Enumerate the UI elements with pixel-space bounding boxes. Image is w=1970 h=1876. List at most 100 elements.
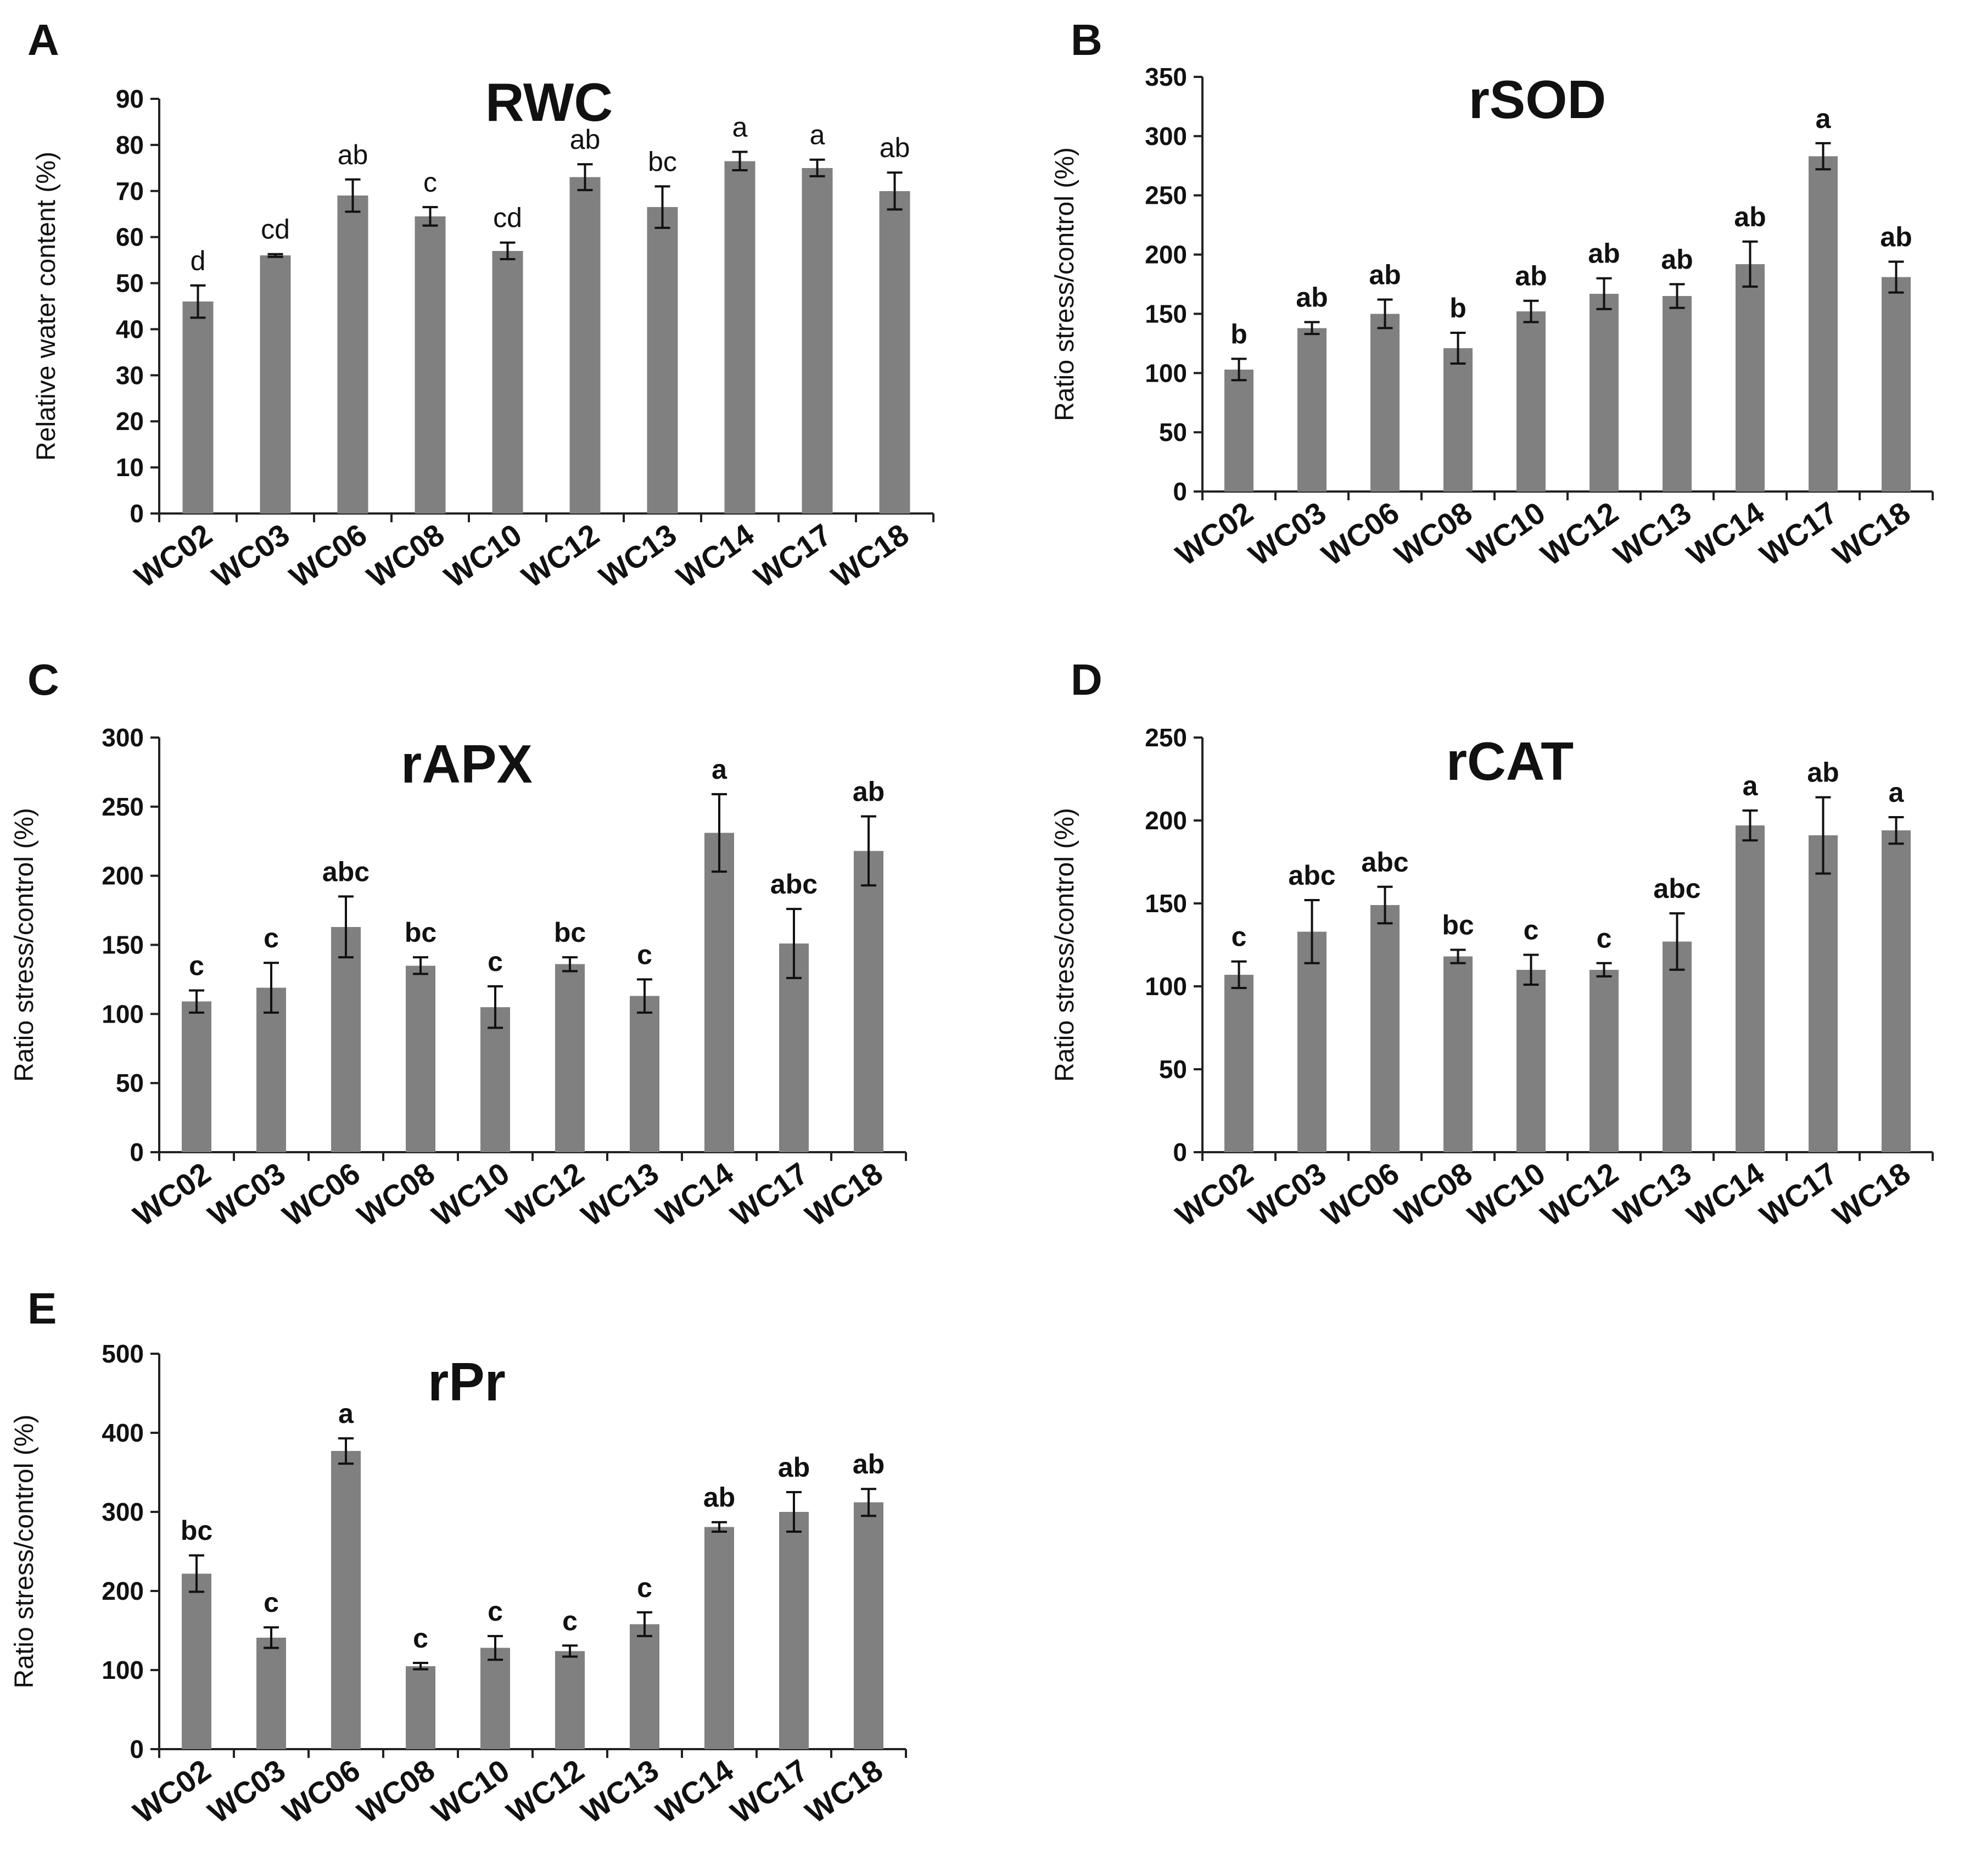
bar-wc06	[331, 926, 361, 1152]
x-tick-label: WC02	[127, 1752, 217, 1830]
error-bar-wc10	[488, 985, 503, 1029]
significance-label: ab	[853, 1449, 885, 1479]
x-tick-label: WC18	[1827, 1155, 1917, 1233]
bar-wc03	[256, 987, 287, 1152]
significance-label: ab	[338, 139, 368, 170]
x-tick-label: WC14	[650, 1155, 740, 1233]
significance-label: cd	[261, 214, 290, 245]
error-bar-wc12	[562, 956, 578, 973]
x-tick-label: WC13	[1608, 1155, 1698, 1233]
x-tick-label: WC10	[438, 517, 528, 594]
error-bar-wc08	[1450, 331, 1466, 365]
error-bar-wc14	[732, 150, 748, 172]
y-tick-label: 400	[102, 1419, 144, 1447]
y-tick-label: 0	[1173, 1138, 1187, 1166]
x-tick-label: WC18	[799, 1752, 889, 1830]
x-tick-label: WC18	[825, 517, 915, 594]
error-bar-wc08	[413, 956, 428, 975]
error-bar-wc17	[786, 1491, 802, 1533]
x-tick-label: WC13	[575, 1752, 665, 1830]
y-tick-label: 50	[116, 269, 144, 298]
x-tick-label: WC14	[1681, 1155, 1771, 1233]
bar-wc02	[182, 302, 214, 513]
significance-label: a	[712, 754, 727, 785]
error-bar-wc13	[1669, 283, 1685, 309]
x-tick-label: WC13	[593, 517, 683, 594]
bar-wc17	[779, 1512, 809, 1749]
y-tick-label: 0	[130, 499, 144, 528]
y-tick-label: 200	[102, 1577, 144, 1605]
significance-label: ab	[1661, 244, 1693, 275]
error-bar-wc10	[1523, 299, 1539, 323]
significance-label: a	[732, 111, 748, 142]
bar-wc13	[647, 207, 678, 513]
x-tick-label: WC06	[1316, 1155, 1406, 1233]
bar-wc10	[492, 250, 523, 513]
y-axis-label: Relative water content (%)	[32, 152, 61, 461]
y-axis-label: Ratio stress/control (%)	[10, 1415, 39, 1689]
significance-label: ab	[880, 132, 910, 163]
y-tick-label: 50	[1159, 418, 1187, 446]
bar-wc13	[629, 1624, 660, 1749]
x-tick-label: WC03	[202, 1752, 292, 1830]
bar-wc08	[405, 965, 436, 1152]
significance-label: c	[488, 946, 503, 977]
x-tick-label: WC06	[283, 517, 373, 594]
significance-label: ab	[703, 1482, 735, 1513]
bar-wc12	[569, 177, 601, 514]
error-bar-wc06	[1377, 885, 1393, 925]
significance-label: bc	[405, 917, 436, 948]
chart-panel-a: A RWC Relative water content (%) 0 10 20 30 40 5…	[27, 15, 934, 594]
x-tick-label: WC17	[748, 517, 838, 594]
x-tick-label: WC08	[1389, 495, 1479, 572]
significance-label: ab	[1515, 261, 1547, 292]
panel-letter: B	[1071, 15, 1102, 64]
x-tick-label: WC12	[516, 517, 606, 594]
bar-wc18	[853, 1502, 884, 1749]
error-bar-wc03	[267, 253, 283, 258]
chart-title: rAPX	[401, 734, 533, 794]
bar-wc06	[1370, 314, 1400, 492]
significance-label: bc	[1442, 910, 1474, 941]
significance-label: ab	[570, 124, 601, 155]
bar-wc14	[724, 161, 755, 513]
significance-label: c	[413, 1623, 428, 1654]
chart-title: rSOD	[1469, 69, 1607, 130]
x-tick-label: WC18	[1827, 495, 1917, 572]
x-tick-label: WC02	[127, 1155, 217, 1233]
error-bar-wc02	[190, 284, 206, 319]
y-tick-label: 250	[102, 792, 144, 821]
significance-label: ab	[1880, 222, 1912, 253]
y-tick-label: 80	[116, 131, 144, 159]
bar-wc06	[331, 1451, 361, 1749]
y-tick-label: 200	[1145, 806, 1187, 835]
error-bar-wc18	[861, 815, 876, 887]
y-tick-label: 90	[116, 85, 144, 113]
y-tick-label: 300	[102, 1498, 144, 1526]
error-bar-wc06	[345, 178, 361, 213]
significance-label: c	[264, 923, 279, 953]
y-tick-label: 350	[1145, 63, 1187, 91]
significance-label: a	[338, 1398, 354, 1429]
x-tick-label: WC02	[128, 517, 219, 594]
significance-label: d	[191, 245, 206, 276]
y-tick-label: 200	[102, 862, 144, 890]
bar-wc08	[415, 216, 446, 514]
bar-wc02	[1224, 974, 1254, 1152]
x-tick-label: WC18	[799, 1155, 889, 1233]
x-tick-label: WC08	[351, 1752, 441, 1830]
significance-label: cd	[493, 203, 522, 233]
panel-letter: E	[27, 1284, 57, 1333]
x-tick-label: WC10	[1462, 1155, 1552, 1233]
bar-wc13	[1662, 941, 1692, 1152]
x-tick-label: WC10	[1462, 495, 1552, 572]
bar-wc17	[1808, 156, 1838, 492]
bar-wc14	[704, 833, 735, 1152]
bar-wc06	[337, 196, 368, 514]
significance-label: c	[562, 1605, 578, 1636]
y-tick-label: 20	[116, 407, 144, 436]
